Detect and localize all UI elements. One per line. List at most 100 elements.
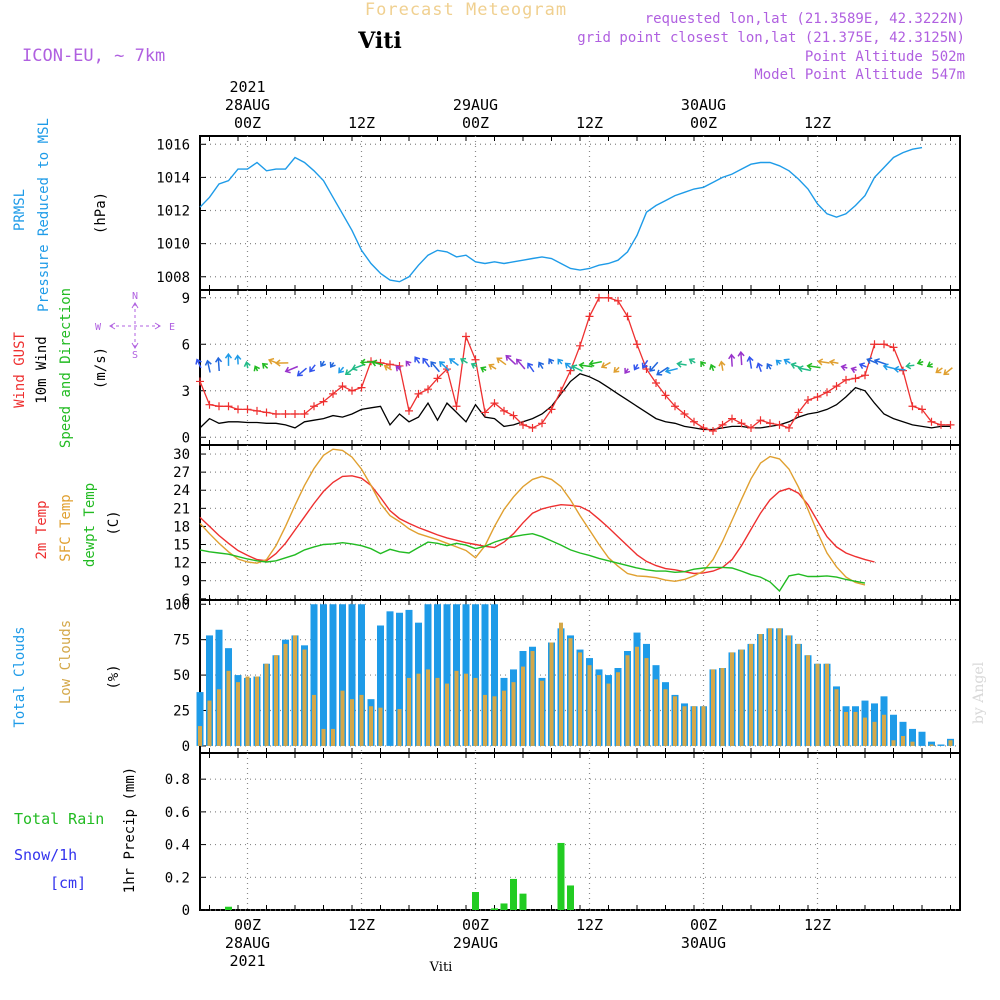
wind-direction-arrow: [296, 367, 307, 377]
wind-gust-marker: [861, 371, 869, 380]
low-cloud-bar: [331, 728, 335, 746]
wind-gust-marker: [889, 343, 898, 352]
precipitation-ytick-label: 0.6: [165, 805, 190, 821]
low-cloud-bar: [502, 690, 506, 746]
wind-gust-marker: [614, 296, 622, 305]
total-cloud-bar: [481, 604, 489, 746]
total-cloud-bar: [443, 604, 451, 746]
bottom-axis-label-0-0: 00Z: [234, 916, 261, 934]
wind-direction-arrow: [438, 361, 450, 372]
wind-gust-marker: [623, 312, 632, 321]
low-cloud-bar: [863, 717, 867, 746]
wind-gust-marker: [424, 385, 432, 394]
low-cloud-bar: [378, 707, 383, 746]
low-cloud-bar: [236, 682, 240, 746]
total-cloud-bar: [348, 604, 356, 746]
precip-axis-label: 1hr Precip (mm): [122, 767, 138, 893]
wind-direction-arrow: [688, 358, 696, 365]
low-cloud-bar: [682, 706, 687, 746]
clouds-ytick-label: 100: [165, 597, 190, 613]
total-cloud-bar: [339, 604, 346, 746]
wind-gust-marker: [652, 379, 660, 387]
total-cloud-bar: [491, 604, 498, 746]
wind-direction-arrow: [274, 359, 289, 367]
wind-gust-marker: [709, 427, 717, 436]
wind-gust-marker: [832, 382, 841, 391]
low-cloud-bar: [293, 635, 297, 746]
bottom-axis-label-2-0: 00Z: [462, 916, 489, 934]
precipitation-ytick-label: 0.4: [165, 838, 190, 854]
low-cloud-bar: [473, 677, 478, 746]
wind-direction-arrow: [737, 350, 745, 366]
clouds-ytick-label: 0: [182, 739, 190, 755]
low-cloud-bar: [901, 736, 905, 746]
low-cloud-bar: [540, 680, 544, 746]
dewpt-line: [199, 532, 866, 593]
compass-west: W: [95, 322, 102, 333]
low-cloud-bar: [407, 677, 411, 746]
footer-station: Viti: [429, 960, 453, 975]
wind-direction-arrow: [718, 360, 726, 371]
compass-south: S: [132, 350, 138, 361]
temperature-ytick-label: 30: [173, 447, 190, 463]
low-cloud-bar: [245, 676, 250, 746]
wind-10m-line: [199, 372, 951, 431]
wind-gust-label: Wind GUST: [12, 332, 28, 408]
rain-bar: [500, 903, 508, 910]
low-cloud-bar: [711, 669, 715, 746]
wind-gust-marker: [348, 386, 356, 395]
temperature-ytick-label: 18: [173, 519, 190, 535]
wind-direction-arrow: [578, 361, 593, 370]
pressure-ytick-label: 1014: [156, 170, 190, 186]
wind-panel: 0 3 6 9: [182, 289, 961, 446]
low-cloud-bar: [397, 709, 402, 746]
total-clouds-label: Total Clouds: [12, 626, 28, 727]
low-cloud-bar: [673, 696, 677, 746]
top-axis-label-1-0: 12Z: [348, 114, 375, 132]
wind-gust-marker: [281, 410, 290, 418]
total-cloud-bar: [909, 728, 916, 746]
wind-gust-marker: [386, 360, 394, 369]
rain-bar: [567, 885, 574, 910]
wind-gust-marker: [813, 392, 822, 401]
prmsl-label: PRMSL: [12, 189, 28, 231]
wind-gust-marker: [215, 402, 223, 411]
low-cloud-bar: [749, 643, 753, 746]
top-axis-label-2-0: 29AUG: [453, 96, 498, 114]
low-cloud-bar: [853, 711, 858, 746]
wind-direction-arrow: [448, 358, 459, 366]
low-cloud-bar: [198, 726, 202, 746]
bottom-axis-label-2-1: 29AUG: [453, 934, 498, 952]
wind-direction-arrow: [496, 357, 507, 366]
wind-ytick-label: 3: [182, 384, 190, 400]
wind-gust-marker: [718, 420, 727, 429]
top-axis-label-2-1: 00Z: [462, 114, 489, 132]
low-cloud-bar: [587, 665, 592, 746]
wind-gust-marker: [633, 340, 641, 349]
total-cloud-bar: [196, 692, 204, 746]
wind-direction-arrow: [916, 358, 924, 366]
wind-direction-arrow: [261, 362, 269, 369]
temperature-panel: 6 9 12 15 18 21 24 27 30: [173, 444, 961, 608]
wind-gust-marker: [481, 408, 489, 417]
low-cloud-bar: [492, 696, 497, 746]
wind-gust-marker: [272, 410, 280, 418]
low-cloud-bar: [606, 683, 611, 746]
low-cloud-bar: [321, 728, 326, 746]
wind-gust-line: [199, 297, 951, 432]
wind-direction-arrow: [926, 361, 933, 368]
wind-direction-arrow: [600, 361, 611, 369]
low-cloud-bar: [454, 670, 459, 746]
wind-gust-marker: [338, 382, 347, 391]
wind-gust-marker: [794, 408, 803, 417]
wind-gust-marker: [205, 400, 214, 409]
total-cloud-bar: [890, 714, 897, 746]
wind-direction-arrow: [783, 358, 791, 365]
temperature-ytick-label: 21: [173, 501, 190, 517]
low-cloud-bar: [264, 663, 269, 746]
wind-direction-arrow: [204, 359, 212, 373]
wind-direction-arrow: [371, 359, 384, 367]
wind-direction-arrow: [329, 361, 336, 368]
